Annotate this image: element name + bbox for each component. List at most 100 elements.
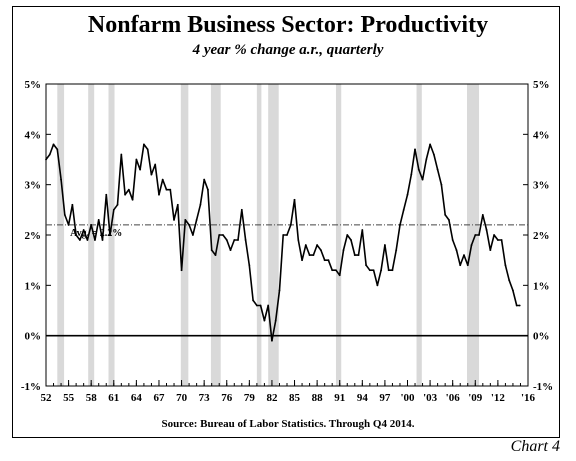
data-point: [173, 219, 175, 221]
y-tick-label-left: 0%: [25, 331, 42, 343]
data-point: [86, 239, 89, 241]
data-point: [214, 254, 217, 257]
x-tick-label: 82: [266, 392, 278, 404]
y-tick-label-right: 0%: [533, 331, 550, 343]
data-point: [127, 188, 130, 191]
data-point: [436, 168, 439, 171]
data-point: [342, 249, 345, 252]
recession-band: [335, 84, 342, 386]
data-point: [45, 158, 47, 161]
y-tick-label-left: 2%: [25, 230, 42, 242]
data-point: [451, 239, 454, 241]
productivity-series-line: [45, 143, 520, 342]
chart-number-label: Chart 4: [510, 438, 560, 455]
data-point: [75, 234, 78, 236]
data-point: [184, 219, 187, 221]
data-point: [459, 264, 462, 267]
data-point: [429, 143, 431, 146]
recession-band: [210, 84, 221, 386]
data-point: [463, 254, 465, 257]
data-point: [335, 269, 337, 272]
data-point: [94, 239, 96, 241]
chart-title: Nonfarm Business Sector: Productivity: [87, 12, 489, 38]
y-tick-label-right: 4%: [533, 129, 550, 141]
data-point: [380, 269, 383, 272]
x-tick-label: 55: [63, 392, 75, 404]
data-point: [161, 178, 164, 181]
data-point: [90, 224, 93, 226]
data-point: [233, 239, 236, 241]
data-point: [169, 188, 172, 191]
data-point: [101, 239, 104, 241]
data-point: [323, 259, 326, 262]
data-point: [327, 259, 330, 262]
data-point: [278, 289, 281, 292]
data-point: [191, 234, 194, 236]
x-tick-label: 52: [41, 392, 53, 404]
source-note: Source: Bureau of Labor Statistics. Thro…: [161, 418, 415, 430]
data-point: [150, 173, 153, 176]
data-point: [425, 158, 428, 161]
data-point: [218, 234, 221, 236]
data-point: [139, 168, 142, 171]
recession-band: [108, 84, 115, 386]
recession-band: [466, 84, 480, 386]
data-point: [331, 269, 334, 272]
y-tick-label-left: 1%: [25, 280, 42, 292]
x-tick-label: 85: [289, 392, 301, 404]
data-point: [252, 299, 255, 302]
data-point: [82, 229, 85, 231]
x-tick-label: 61: [108, 392, 119, 404]
x-tick-label: 91: [334, 392, 345, 404]
data-point: [222, 234, 224, 236]
x-tick-label: '12: [491, 392, 506, 404]
recession-band: [57, 84, 65, 386]
data-point: [154, 163, 157, 166]
data-point: [312, 254, 315, 257]
data-point: [229, 249, 232, 252]
data-point: [240, 208, 243, 211]
data-point: [474, 234, 477, 236]
data-point: [518, 304, 521, 307]
x-tick-label: '00: [400, 392, 415, 404]
data-point: [319, 249, 322, 252]
chart-frame: [12, 6, 560, 438]
data-point: [63, 213, 66, 216]
data-point: [391, 269, 394, 272]
data-point: [52, 143, 55, 146]
data-point: [406, 193, 409, 196]
data-point: [384, 244, 386, 246]
data-point: [346, 234, 349, 236]
chart-subtitle: 4 year % change a.r., quarterly: [192, 42, 384, 58]
data-point: [399, 224, 401, 226]
data-point: [361, 229, 364, 231]
data-point: [195, 219, 198, 221]
data-point: [225, 239, 228, 241]
data-point: [372, 269, 375, 272]
data-point: [402, 208, 405, 211]
data-point: [353, 254, 356, 257]
data-point: [146, 148, 149, 151]
data-point: [56, 148, 59, 151]
data-point: [470, 244, 473, 246]
data-point: [267, 304, 270, 307]
data-point: [176, 203, 179, 206]
x-tick-label: 73: [199, 392, 211, 404]
x-tick-label: 94: [357, 392, 369, 404]
data-point: [515, 304, 518, 307]
data-point: [244, 239, 247, 241]
data-point: [512, 289, 514, 292]
data-point: [448, 219, 450, 221]
data-point: [410, 173, 413, 176]
data-point: [71, 203, 74, 206]
x-tick-label: 70: [176, 392, 188, 404]
data-point: [286, 234, 288, 236]
data-point: [274, 319, 277, 322]
x-tick-label: 76: [221, 392, 233, 404]
data-point: [387, 269, 390, 272]
data-point: [199, 203, 202, 206]
data-point: [304, 244, 307, 246]
data-point: [308, 254, 311, 257]
y-tick-label-right: 5%: [533, 79, 550, 91]
data-point: [124, 193, 126, 196]
